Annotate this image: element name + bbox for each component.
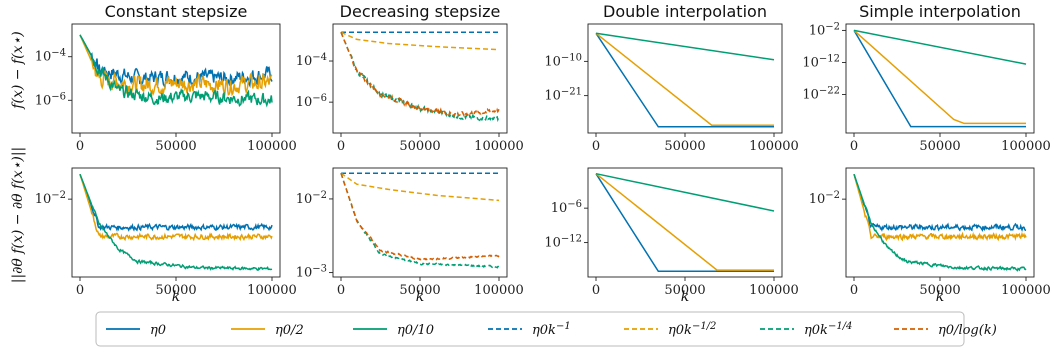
- series-line: [79, 173, 273, 242]
- y-tick-label: 10−21: [544, 86, 582, 104]
- series-line: [853, 30, 1026, 128]
- axes-frame: [71, 167, 281, 278]
- x-tick-label: 50000: [155, 139, 196, 154]
- axes-frame: [845, 167, 1035, 278]
- legend-box: [95, 311, 965, 347]
- x-tick-label: 100000: [247, 283, 297, 298]
- series-line: [853, 173, 1027, 232]
- y-tick-label: 10−22: [802, 85, 840, 103]
- legend-label: η0/2: [275, 323, 304, 338]
- x-tick-label: 0: [850, 139, 858, 154]
- series-line: [853, 173, 1027, 242]
- x-tick-label: 100000: [1001, 139, 1050, 154]
- xlabel-col-2: k: [416, 289, 424, 305]
- series-line: [79, 173, 273, 272]
- series-line: [79, 34, 273, 97]
- xlabel-col-1: k: [172, 289, 180, 305]
- x-tick-label: 0: [76, 283, 84, 298]
- y-tick-label: 10−6: [551, 199, 582, 217]
- series-line: [340, 31, 500, 123]
- panel-title: Double interpolation: [603, 2, 767, 21]
- x-tick-label: 50000: [155, 283, 196, 298]
- xlabel-col-3: k: [681, 289, 689, 305]
- panel-5: 0 50000 100000 10−2: [35, 167, 297, 298]
- x-tick-label: 50000: [664, 139, 705, 154]
- ylabel-top: f(x) − f(x⋆): [10, 31, 26, 109]
- panel-1: Constant stepsize 0 50000 100000 10−4 10−6: [35, 2, 297, 154]
- x-tick-label: 100000: [749, 139, 799, 154]
- panel-title: Constant stepsize: [105, 2, 248, 21]
- series-line: [595, 32, 774, 126]
- legend-label: η0/10: [397, 323, 434, 338]
- x-tick-label: 50000: [399, 139, 440, 154]
- series-line: [853, 29, 1027, 65]
- x-tick-label: 0: [592, 283, 600, 298]
- series-line: [595, 32, 774, 128]
- series-line: [340, 31, 500, 51]
- x-tick-label: 50000: [919, 139, 960, 154]
- series-line: [595, 173, 774, 273]
- panel-4: Simple interpolation 0 50000 100000 10−2 10−1…: [802, 2, 1050, 154]
- y-tick-label: 10−6: [296, 93, 327, 111]
- series-line: [340, 172, 500, 269]
- x-tick-label: 0: [76, 139, 84, 154]
- x-tick-label: 0: [850, 283, 858, 298]
- series-line: [853, 29, 1026, 125]
- panel-title: Simple interpolation: [859, 2, 1021, 21]
- panel-8: 0 50000 100000 10−2: [809, 167, 1050, 298]
- axes-frame: [332, 167, 508, 278]
- legend-label: η0: [150, 323, 166, 338]
- legend-label: η0/log(k): [938, 323, 997, 338]
- y-tick-label: 10−6: [35, 91, 66, 109]
- y-tick-label: 10−3: [296, 263, 327, 281]
- x-tick-label: 100000: [247, 139, 297, 154]
- panel-7: 0 50000 100000 10−6 10−12: [544, 167, 799, 298]
- series-line: [595, 172, 775, 212]
- series-line: [595, 173, 774, 271]
- panel-6: 0 50000 100000 10−2 10−3: [296, 167, 524, 298]
- x-tick-label: 50000: [399, 283, 440, 298]
- y-tick-label: 10−2: [809, 21, 840, 39]
- series-line: [340, 31, 500, 118]
- panel-2: Decreasing stepsize 0 50000 100000 10−4 10−6: [296, 2, 524, 154]
- xlabel-col-4: k: [936, 289, 944, 305]
- x-tick-label: 0: [337, 283, 345, 298]
- ylabel-bottom: ||∂θ f(x) − ∂θ f(x⋆)||: [10, 147, 26, 284]
- x-tick-label: 100000: [749, 283, 799, 298]
- series-line: [79, 173, 273, 233]
- series-line: [340, 172, 500, 261]
- y-tick-label: 10−10: [544, 52, 582, 70]
- y-tick-label: 10−2: [35, 190, 66, 208]
- series-line: [595, 32, 775, 61]
- legend: η0 η0/2 η0/10 η0k−1 η0k−1/2 η0k−1/4 η0/log(k): [95, 311, 997, 347]
- axes-frame: [587, 23, 783, 134]
- y-tick-label: 10−12: [544, 233, 582, 251]
- y-tick-label: 10−12: [802, 53, 840, 71]
- y-tick-label: 10−2: [809, 190, 840, 208]
- x-tick-label: 0: [337, 139, 345, 154]
- y-tick-label: 10−2: [296, 189, 327, 207]
- panel-title: Decreasing stepsize: [340, 2, 501, 21]
- series-line: [79, 34, 273, 108]
- x-tick-label: 50000: [919, 283, 960, 298]
- y-tick-label: 10−4: [35, 47, 66, 64]
- x-tick-label: 100000: [474, 283, 524, 298]
- x-tick-label: 100000: [1001, 283, 1050, 298]
- y-tick-label: 10−4: [296, 52, 327, 70]
- x-tick-label: 100000: [474, 139, 524, 154]
- x-tick-label: 0: [592, 139, 600, 154]
- series-line: [853, 173, 1027, 272]
- axes-frame: [845, 23, 1035, 134]
- panel-3: Double interpolation 0 50000 100000 10−10 10−…: [544, 2, 798, 154]
- series-line: [340, 172, 500, 202]
- axes-frame: [587, 167, 783, 278]
- x-tick-label: 50000: [664, 283, 705, 298]
